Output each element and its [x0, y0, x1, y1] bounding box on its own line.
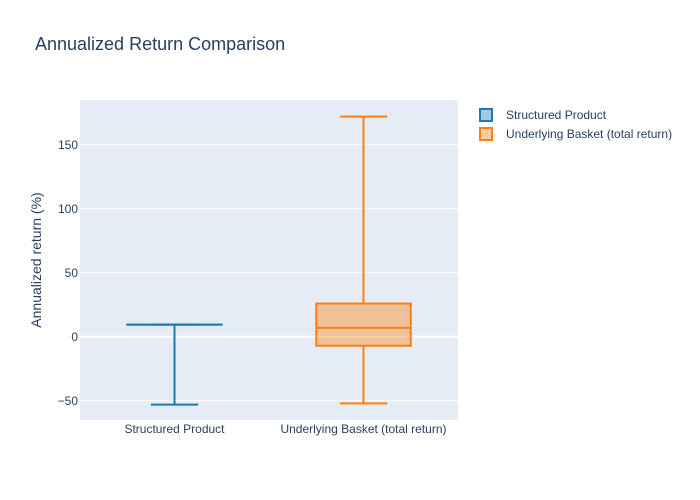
y-tick-label: 100 [58, 202, 78, 216]
x-tick-label: Structured Product [124, 422, 225, 436]
box-0 [126, 323, 223, 406]
box-1 [315, 115, 412, 405]
y-tick-label: 0 [71, 330, 78, 344]
box-series [126, 115, 412, 406]
y-tick-label: 150 [58, 138, 78, 152]
x-axis-ticks: Structured Product Underlying Basket (tot… [124, 422, 446, 436]
legend-item-0: Structured Product [479, 108, 607, 122]
y-tick-label: 50 [65, 266, 79, 280]
legend: Structured Product Underlying Basket (tot… [479, 108, 672, 141]
y-axis-title: Annualized return (%) [28, 192, 44, 327]
x-tick-label: Underlying Basket (total return) [280, 422, 446, 436]
chart-title: Annualized Return Comparison [35, 34, 285, 54]
legend-item-1: Underlying Basket (total return) [479, 127, 672, 141]
legend-swatch [479, 108, 493, 122]
grid-lines [80, 144, 458, 402]
legend-label: Underlying Basket (total return) [506, 127, 672, 141]
legend-swatch [479, 127, 493, 141]
y-axis-ticks: −50 0 50 100 150 [58, 138, 79, 408]
legend-label: Structured Product [506, 108, 607, 122]
y-tick-label: −50 [58, 394, 79, 408]
iqr-box [315, 302, 412, 347]
plot-area [80, 100, 458, 420]
